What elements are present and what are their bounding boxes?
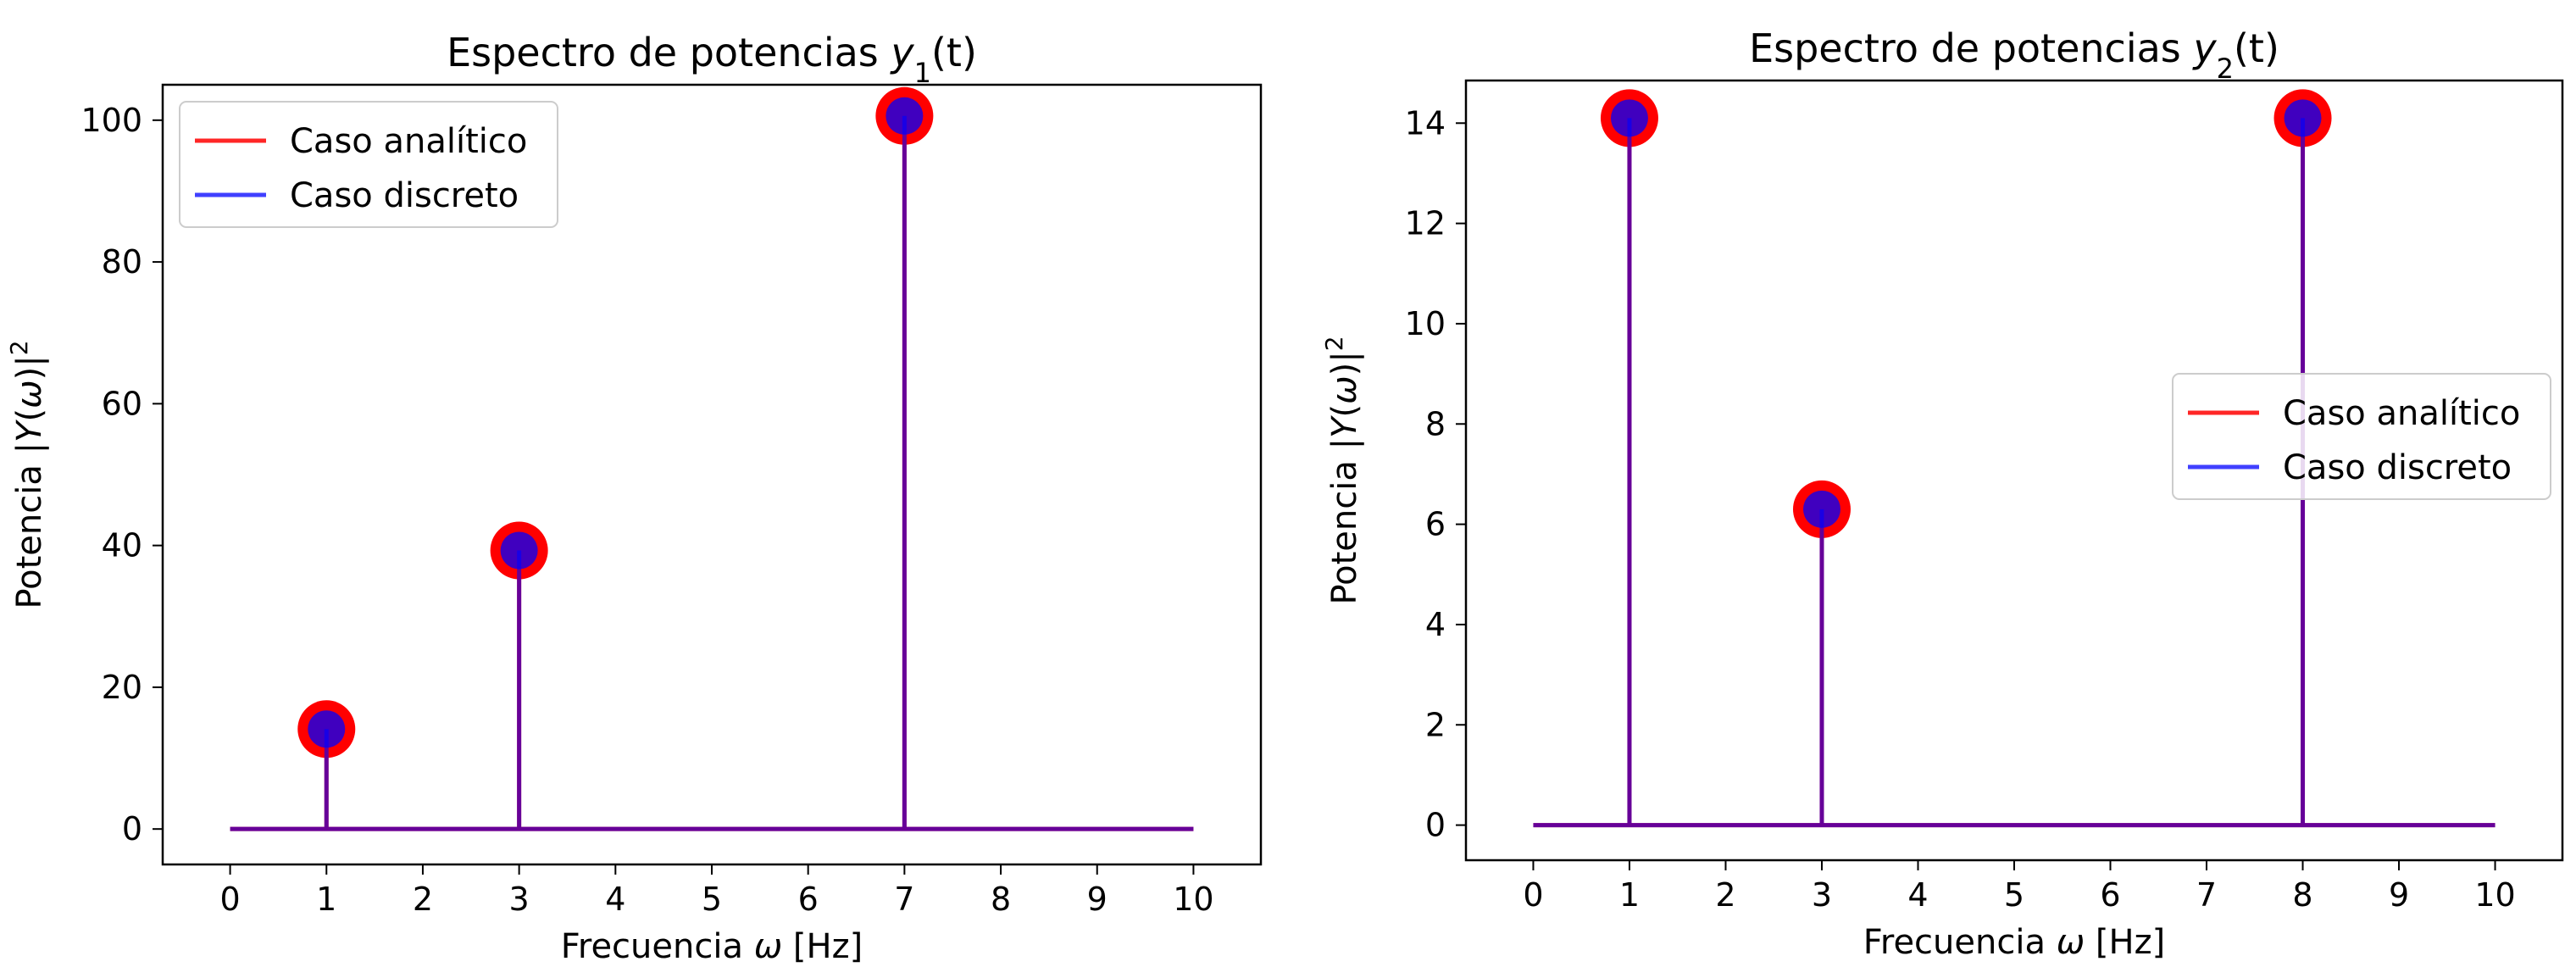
x-label-variable: ω xyxy=(754,927,783,963)
marker-discreto xyxy=(2284,99,2322,137)
x-tick-label: 6 xyxy=(798,881,819,918)
y-tick-label: 0 xyxy=(1425,807,1446,844)
legend-entry-label: Caso analítico xyxy=(2283,394,2520,433)
x-label-text: Frecuencia xyxy=(1863,923,2057,962)
y-tick-label: 8 xyxy=(1425,405,1446,442)
chart-title: Espectro de potencias y2(t) xyxy=(1749,25,2279,85)
axes-frame xyxy=(161,83,1263,866)
y-label-variable: Y xyxy=(10,419,49,442)
x-label-unit: [Hz] xyxy=(782,927,863,963)
y-tick-label: 14 xyxy=(1405,104,1446,142)
y-label-variable: Y xyxy=(1325,414,1364,438)
x-tick-label: 4 xyxy=(605,881,625,918)
marker-discreto xyxy=(308,710,346,748)
marker-discreto xyxy=(1802,490,1840,528)
y-label-text: Potencia | xyxy=(1325,438,1364,605)
title-variable: y xyxy=(2191,25,2217,71)
marker-discreto xyxy=(1610,99,1648,137)
y-axis-label: Potencia |Y(ω)|2 xyxy=(5,340,50,609)
x-tick-label: 7 xyxy=(2196,876,2217,914)
chart-1: Espectro de potencias y1(t)0 1 2 3 4 5 6 7 8 9 100… xyxy=(5,30,1263,966)
x-axis-label: Frecuencia ω [Hz] xyxy=(561,927,863,963)
x-tick-label: 7 xyxy=(894,881,914,918)
y-label-variable-omega: ω xyxy=(1325,375,1364,404)
x-tick-label: 2 xyxy=(413,881,433,918)
x-tick-label: 9 xyxy=(2389,876,2409,914)
x-tick-label: 10 xyxy=(1173,881,1213,918)
legend-entry-label: Caso analítico xyxy=(290,122,527,161)
title-text: Espectro de potencias xyxy=(1749,25,2193,71)
x-label-unit: [Hz] xyxy=(2085,923,2165,962)
y-tick-label: 10 xyxy=(1405,305,1446,342)
chart-2: Espectro de potencias y2(t)0 1 2 3 4 5 6 7 8 9 100… xyxy=(1320,25,2564,962)
legend: Caso analítico Caso discreto xyxy=(2172,373,2551,500)
title-suffix: (t) xyxy=(931,30,977,75)
legend-box xyxy=(2172,373,2551,500)
x-tick-label: 5 xyxy=(702,881,722,918)
y-label-paren: ( xyxy=(10,408,49,422)
y-tick-label: 4 xyxy=(1425,606,1446,643)
x-tick-label: 4 xyxy=(1907,876,1928,914)
title-variable: y xyxy=(889,30,914,75)
y-label-superscript: 2 xyxy=(1320,336,1348,351)
x-tick-label: 1 xyxy=(316,881,336,918)
x-tick-label: 8 xyxy=(991,881,1011,918)
x-tick-label: 2 xyxy=(1715,876,1735,914)
axes-frame xyxy=(1464,79,2564,862)
x-tick-label: 9 xyxy=(1087,881,1108,918)
y-axis-label: Potencia |Y(ω)|2 xyxy=(1320,336,1365,604)
x-tick-label: 3 xyxy=(1812,876,1832,914)
y-tick-label: 80 xyxy=(102,243,142,281)
x-axis-label: Frecuencia ω [Hz] xyxy=(1863,923,2165,962)
y-tick-label: 40 xyxy=(102,527,142,564)
y-tick-label: 20 xyxy=(102,669,142,706)
title-text: Espectro de potencias xyxy=(447,30,891,75)
chart-title: Espectro de potencias y1(t) xyxy=(447,30,977,89)
title-subscript: 2 xyxy=(2217,53,2234,85)
y-tick-label: 0 xyxy=(122,810,142,848)
x-tick-label: 3 xyxy=(509,881,530,918)
x-tick-label: 6 xyxy=(2100,876,2120,914)
x-tick-label: 0 xyxy=(1523,876,1543,914)
y-label-variable-omega: ω xyxy=(10,380,49,408)
x-label-variable: ω xyxy=(2057,923,2085,962)
y-tick-label: 2 xyxy=(1425,706,1446,743)
legend-box xyxy=(179,101,558,228)
x-tick-label: 8 xyxy=(2292,876,2312,914)
y-label-close: )| xyxy=(10,355,49,380)
legend: Caso analítico Caso discreto xyxy=(179,101,558,228)
legend-entry-label: Caso discreto xyxy=(2283,448,2512,487)
y-label-paren: ( xyxy=(1325,404,1364,418)
marker-discreto xyxy=(500,531,538,570)
title-suffix: (t) xyxy=(2234,25,2279,71)
y-tick-label: 60 xyxy=(102,385,142,422)
y-tick-label: 100 xyxy=(80,102,142,139)
x-tick-label: 5 xyxy=(2004,876,2024,914)
y-tick-label: 6 xyxy=(1425,506,1446,543)
x-tick-label: 10 xyxy=(2474,876,2515,914)
legend-entry-label: Caso discreto xyxy=(290,176,519,215)
y-label-text: Potencia | xyxy=(10,442,49,609)
x-tick-label: 1 xyxy=(1619,876,1640,914)
title-subscript: 1 xyxy=(914,57,931,89)
x-tick-label: 0 xyxy=(219,881,240,918)
y-tick-label: 12 xyxy=(1405,205,1446,242)
x-label-text: Frecuencia xyxy=(561,927,754,963)
y-label-superscript: 2 xyxy=(5,340,33,355)
marker-discreto xyxy=(886,97,924,135)
y-label-close: )| xyxy=(1325,351,1364,375)
